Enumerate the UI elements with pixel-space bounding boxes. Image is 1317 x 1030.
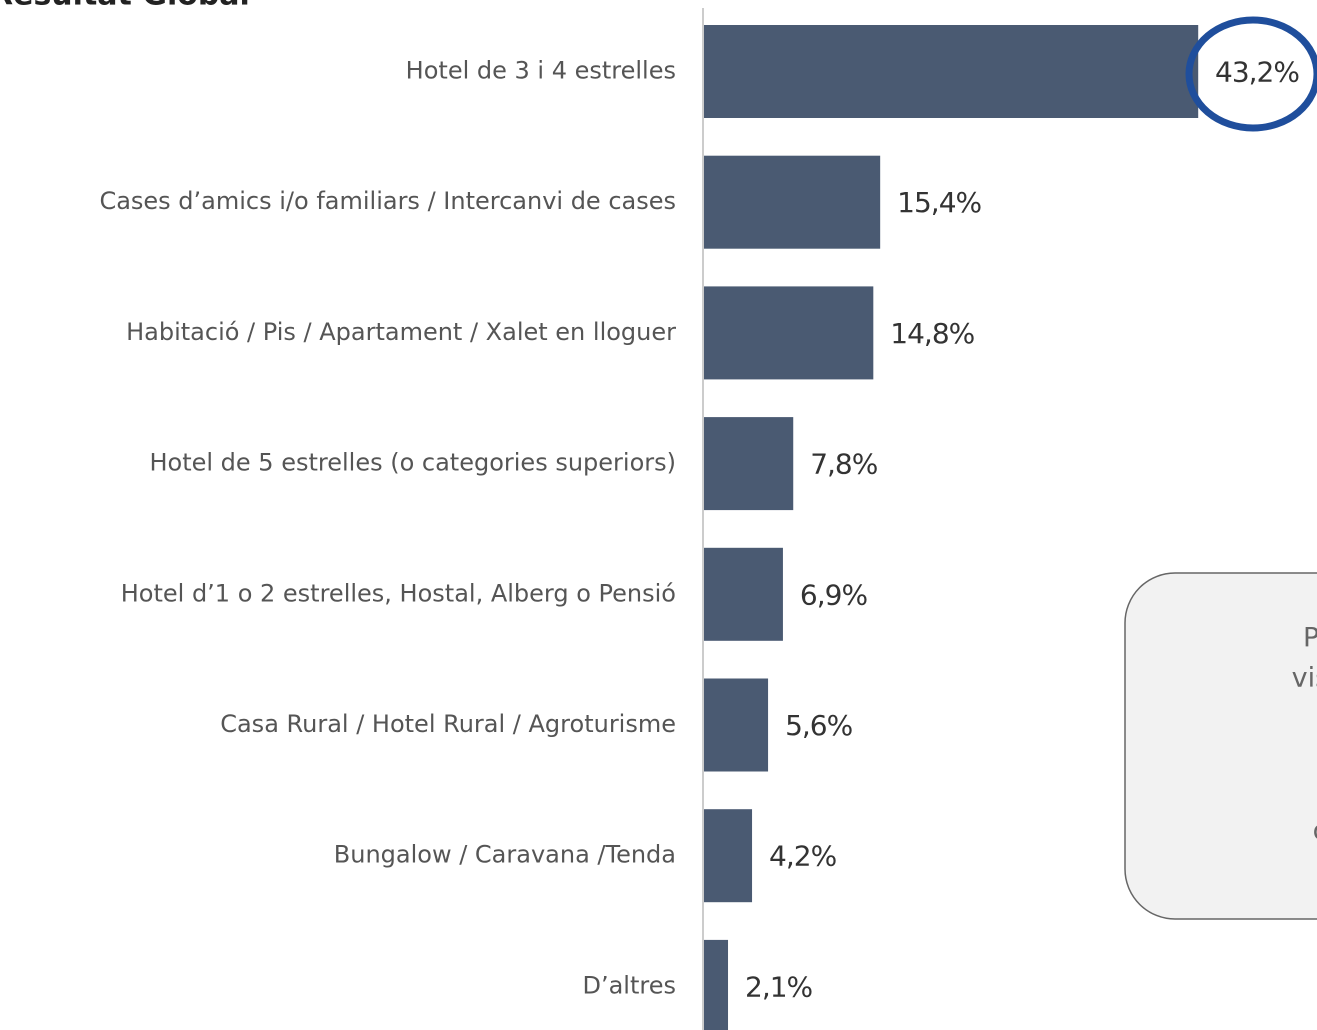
value-label: 43,2% [1215,56,1299,89]
value-label: 5,6% [785,709,853,742]
note-box [1124,572,1317,920]
value-label: 4,2% [769,840,837,873]
value-label: 6,9% [800,578,868,611]
bar [704,547,783,641]
bar [704,939,729,1030]
value-label: 15,4% [897,186,981,219]
chart-title: Resultat Global [0,0,250,13]
note-line: d'apa [1313,816,1317,847]
bar [704,417,794,511]
note-line: Per a g [1303,623,1317,654]
category-label: Cases d’amics i/o familiars / Intercanvi… [99,187,676,215]
category-label: Habitació / Pis / Apartament / Xalet en … [126,318,676,346]
bar [704,678,769,772]
category-label: D’altres [582,971,676,999]
bar [704,286,874,380]
note-line: visiten C [1292,663,1317,694]
bar [704,25,1199,118]
note-line: Les c [1316,777,1317,808]
category-label: Hotel de 3 i 4 estrelles [406,57,676,85]
value-label: 7,8% [810,448,878,481]
value-label: 14,8% [890,317,974,350]
bar [704,155,881,249]
category-label: Bungalow / Caravana /Tenda [334,841,676,869]
category-label: Casa Rural / Hotel Rural / Agroturisme [220,710,676,738]
bar [704,809,753,903]
value-label: 2,1% [745,970,813,1003]
category-label: Hotel d’1 o 2 estrelles, Hostal, Alberg … [121,579,676,607]
highlight-circle [1185,16,1317,132]
category-label: Hotel de 5 estrelles (o categories super… [149,449,676,477]
